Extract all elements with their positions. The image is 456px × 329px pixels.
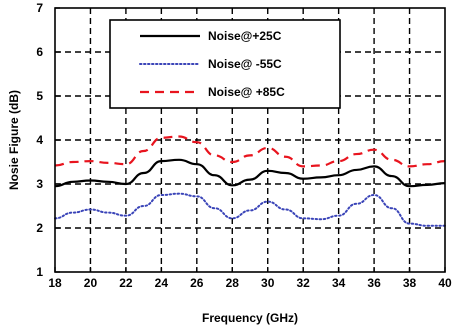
legend-label-2: Noise@ -55C bbox=[208, 57, 282, 71]
x-tick-label: 30 bbox=[261, 276, 275, 290]
y-tick-label: 1 bbox=[36, 265, 43, 279]
x-tick-label: 28 bbox=[226, 276, 240, 290]
x-tick-label: 24 bbox=[155, 276, 169, 290]
x-tick-label: 34 bbox=[332, 276, 346, 290]
x-tick-label: 20 bbox=[84, 276, 98, 290]
y-tick-label: 4 bbox=[36, 133, 43, 147]
x-tick-label: 18 bbox=[48, 276, 62, 290]
x-tick-label: 38 bbox=[403, 276, 417, 290]
series-lines bbox=[54, 135, 446, 227]
y-tick-label: 5 bbox=[36, 89, 43, 103]
x-axis-title: Frequency (GHz) bbox=[202, 311, 298, 325]
x-tick-label: 40 bbox=[438, 276, 452, 290]
y-tick-label: 2 bbox=[36, 221, 43, 235]
x-tick-label: 36 bbox=[367, 276, 381, 290]
series-line-1 bbox=[54, 158, 446, 188]
y-tick-label: 7 bbox=[36, 1, 43, 15]
x-tick-label: 26 bbox=[190, 276, 204, 290]
y-tick-label: 6 bbox=[36, 45, 43, 59]
legend: Noise@+25C Noise@ -55C Noise@ +85C bbox=[109, 19, 341, 109]
y-tick-label: 3 bbox=[36, 177, 43, 191]
series-line-2 bbox=[54, 192, 446, 227]
y-axis-title: Nosie Figure (dB) bbox=[7, 90, 21, 190]
x-tick-label: 32 bbox=[297, 276, 311, 290]
x-tick-label: 22 bbox=[119, 276, 133, 290]
legend-label-3: Noise@ +85C bbox=[208, 85, 285, 99]
series-line-3 bbox=[54, 135, 446, 168]
legend-label-1: Noise@+25C bbox=[208, 29, 282, 43]
